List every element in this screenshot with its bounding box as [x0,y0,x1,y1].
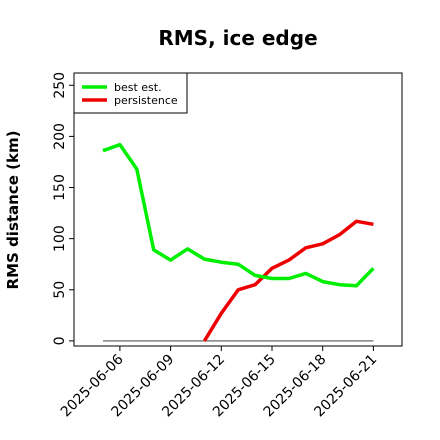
y-axis-label: RMS distance (km) [4,131,22,290]
y-tick-label-0: 0 [52,336,68,345]
legend-label-persistence: persistence [114,94,178,107]
y-tick-label-200: 200 [52,123,68,150]
y-tick-label-50: 50 [52,281,68,299]
legend-box [73,72,188,114]
series-line-persistence [202,219,374,342]
y-tick-label-150: 150 [52,174,68,201]
y-tick-label-250: 250 [52,72,68,99]
series-line-best-est [102,142,375,288]
plot-frame [73,72,403,347]
y-tick-label-100: 100 [52,225,68,252]
plot-area: 0501001502002502025-06-062025-06-092025-… [52,72,403,420]
legend: best est.persistence [73,72,188,114]
chart-title: RMS, ice edge [158,26,317,50]
legend-label-best-est: best est. [114,81,162,94]
